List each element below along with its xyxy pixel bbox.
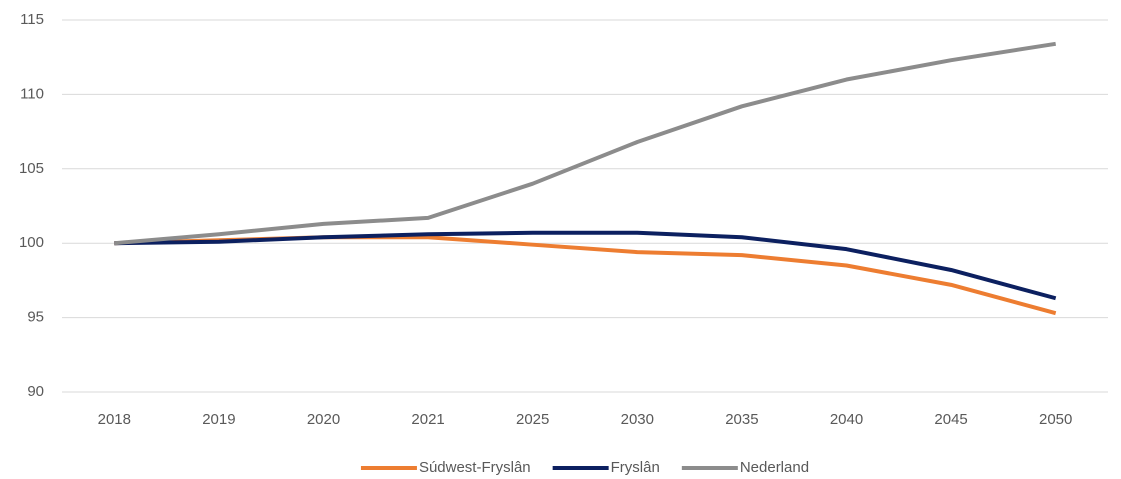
series-line — [114, 235, 1057, 316]
x-tick-label: 2020 — [307, 411, 340, 428]
series-line — [114, 230, 1057, 301]
x-tick-label: 2018 — [98, 411, 131, 428]
legend-label: Súdwest-Fryslân — [419, 459, 531, 476]
x-tick-label: 2045 — [934, 411, 967, 428]
y-tick-label: 90 — [27, 383, 44, 400]
series-line — [114, 41, 1057, 246]
x-tick-label: 2040 — [830, 411, 863, 428]
x-tick-label: 2050 — [1039, 411, 1072, 428]
y-tick-label: 105 — [19, 160, 44, 177]
x-tick-label: 2030 — [621, 411, 654, 428]
y-tick-label: 95 — [27, 309, 44, 326]
y-tick-label: 110 — [20, 85, 44, 102]
x-tick-label: 2019 — [202, 411, 235, 428]
y-tick-label: 100 — [19, 234, 44, 251]
legend-label: Fryslân — [611, 459, 660, 476]
legend-label: Nederland — [740, 459, 809, 476]
y-tick-label: 115 — [20, 11, 44, 28]
x-tick-label: 2021 — [411, 411, 444, 428]
x-tick-label: 2025 — [516, 411, 549, 428]
x-tick-label: 2035 — [725, 411, 758, 428]
